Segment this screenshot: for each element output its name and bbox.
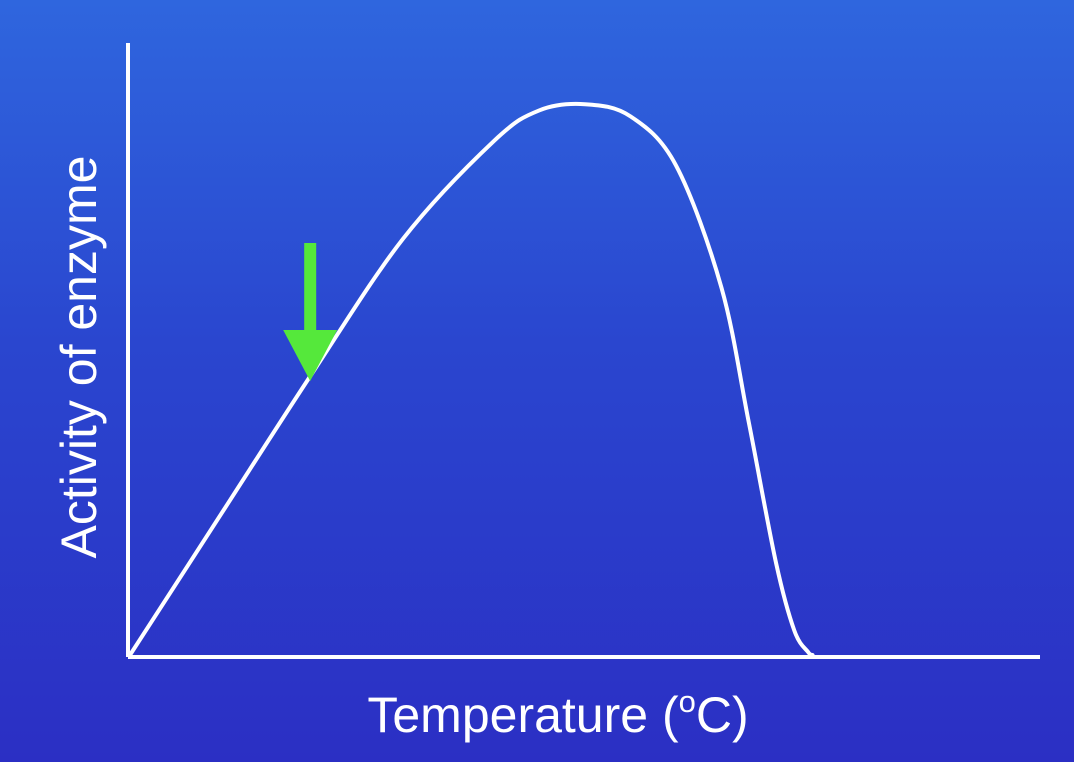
- x-axis-label-main: Temperature (: [367, 687, 679, 743]
- x-axis-label-unit: C): [696, 687, 749, 743]
- y-axis-label: Activity of enzyme: [51, 156, 107, 559]
- x-axis-label: Temperature (oC): [367, 684, 748, 743]
- series-group: [128, 101, 815, 657]
- enzyme-activity-curve: [128, 101, 815, 657]
- green-arrow-down-icon: [283, 330, 338, 381]
- x-axis-label-superscript: o: [679, 684, 696, 719]
- green-arrow-shaft: [304, 243, 317, 335]
- annotation-group: [283, 243, 338, 381]
